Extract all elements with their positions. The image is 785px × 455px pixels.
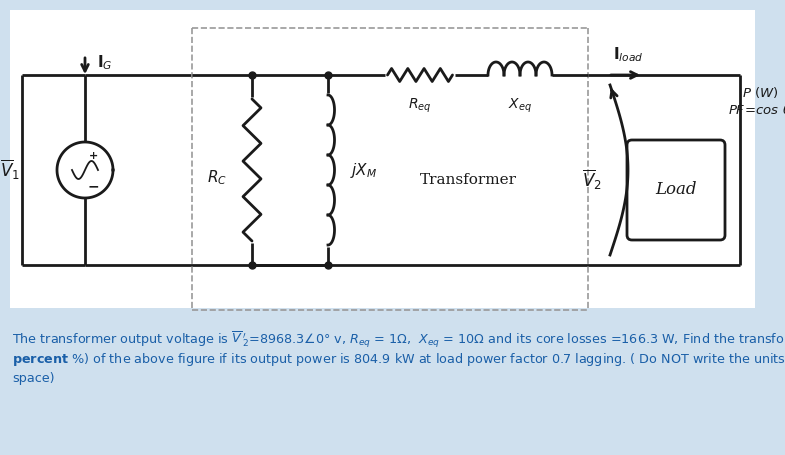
- FancyBboxPatch shape: [627, 140, 725, 240]
- Text: $R_{eq}$: $R_{eq}$: [408, 97, 432, 115]
- Text: $\overline{V}_2$: $\overline{V}_2$: [582, 168, 602, 192]
- Text: $\mathbf{I}_G$: $\mathbf{I}_G$: [97, 54, 112, 72]
- Text: $\overline{V}_1$: $\overline{V}_1$: [0, 158, 20, 182]
- Text: +: +: [89, 151, 97, 161]
- Text: $P\ (W)$: $P\ (W)$: [742, 86, 778, 101]
- Text: $jX_M$: $jX_M$: [350, 161, 378, 180]
- Text: $X_{eq}$: $X_{eq}$: [508, 97, 532, 115]
- Text: $R_C$: $R_C$: [207, 169, 227, 187]
- Text: −: −: [87, 179, 99, 193]
- Text: Transformer: Transformer: [419, 173, 517, 187]
- Text: Load: Load: [655, 182, 697, 198]
- Text: space): space): [12, 372, 54, 385]
- Text: $PF\!=\!cos\ \theta$: $PF\!=\!cos\ \theta$: [728, 103, 785, 117]
- Text: The transformer output voltage is $\overline{V}\,{}^{\prime}_{2}$=8968.3$\angle$: The transformer output voltage is $\over…: [12, 330, 785, 350]
- Text: $\mathbf{I}_{load}$: $\mathbf{I}_{load}$: [612, 46, 644, 64]
- Text: $\mathbf{percent}$ %) of the above figure if its output power is 804.9 kW at loa: $\mathbf{percent}$ %) of the above figur…: [12, 351, 785, 368]
- Bar: [10, 10, 755, 308]
